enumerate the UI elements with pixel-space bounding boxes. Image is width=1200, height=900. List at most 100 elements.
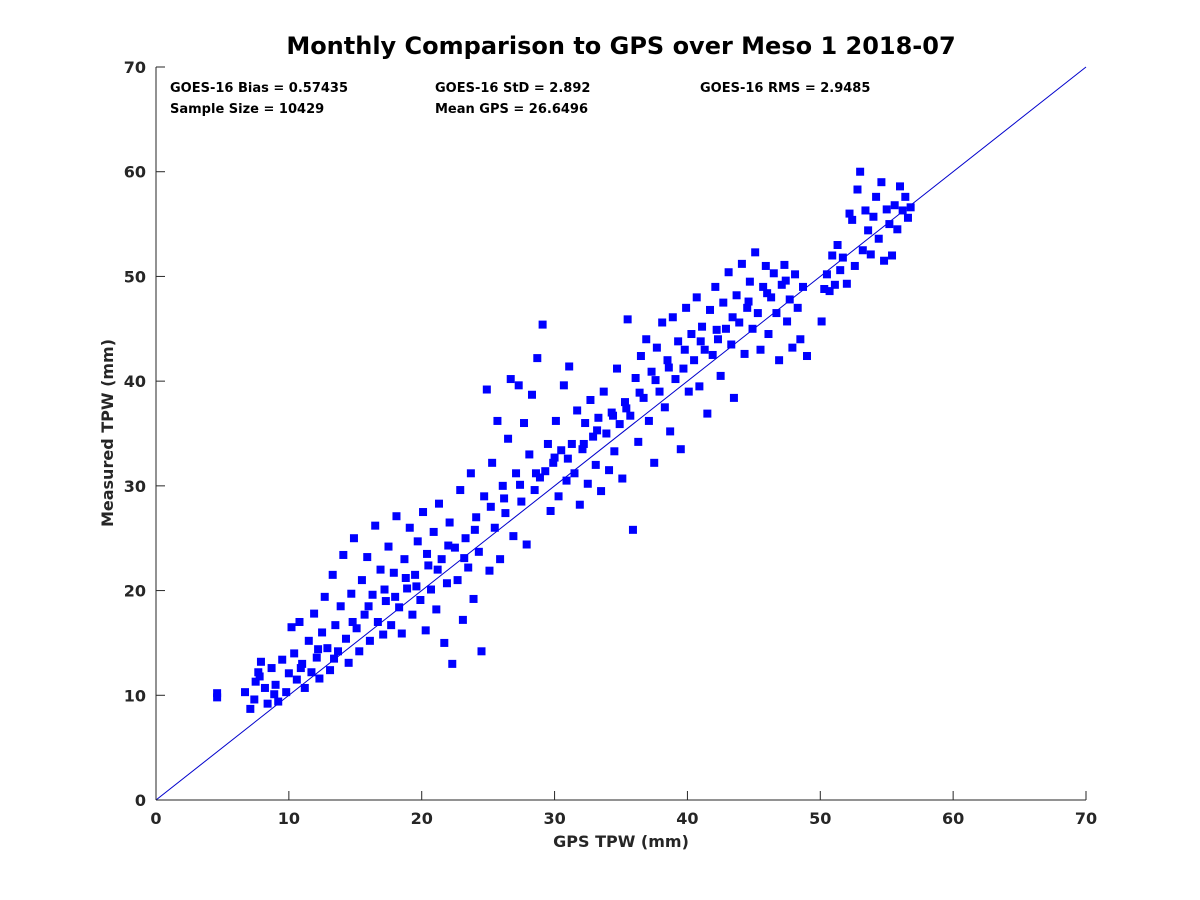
data-point: [906, 203, 915, 212]
data-point: [845, 209, 854, 218]
data-point: [440, 638, 449, 647]
data-point: [562, 476, 571, 485]
data-point: [376, 565, 385, 574]
data-point: [213, 689, 222, 698]
data-point: [380, 585, 389, 594]
data-point: [901, 192, 910, 201]
data-point: [336, 602, 345, 611]
data-point: [444, 541, 453, 550]
data-point: [330, 654, 339, 663]
data-point: [764, 330, 773, 339]
data-point: [520, 419, 529, 428]
data-point: [583, 479, 592, 488]
data-point: [284, 669, 293, 678]
data-point: [323, 644, 332, 653]
data-point: [450, 543, 459, 552]
data-point: [360, 610, 369, 619]
x-tick-label: 60: [942, 809, 964, 828]
data-point: [820, 284, 829, 293]
data-point: [347, 589, 356, 598]
data-point: [310, 609, 319, 618]
data-point: [328, 570, 337, 579]
data-point: [882, 205, 891, 214]
data-point: [848, 215, 857, 224]
data-point: [395, 603, 404, 612]
data-point: [296, 664, 305, 673]
data-point: [549, 458, 558, 467]
data-point: [593, 426, 602, 435]
data-point: [602, 429, 611, 438]
data-point: [711, 282, 720, 291]
data-point: [780, 260, 789, 269]
y-tick-label: 40: [124, 372, 146, 391]
data-point: [512, 469, 521, 478]
data-point: [341, 634, 350, 643]
data-point: [676, 445, 685, 454]
data-point: [850, 261, 859, 270]
data-point: [674, 337, 683, 346]
x-tick-label: 0: [150, 809, 161, 828]
data-point: [413, 537, 422, 546]
data-point: [379, 630, 388, 639]
data-point: [728, 313, 737, 322]
data-point: [893, 225, 902, 234]
stat-mean-gps: Mean GPS = 26.6496: [435, 102, 588, 117]
data-point: [642, 335, 651, 344]
data-point: [772, 309, 781, 318]
data-point: [437, 555, 446, 564]
data-point: [712, 325, 721, 334]
data-point: [803, 352, 811, 361]
data-point: [364, 602, 373, 611]
data-point: [363, 553, 372, 562]
data-point: [530, 486, 539, 495]
data-point: [538, 320, 547, 329]
data-point: [732, 291, 741, 300]
data-point: [287, 623, 296, 632]
stat-bias: GOES-16 Bias = 0.57435: [170, 81, 348, 96]
data-point: [458, 615, 467, 624]
data-point: [500, 494, 509, 503]
data-point: [557, 446, 566, 455]
data-point: [270, 690, 279, 699]
data-point: [344, 658, 353, 667]
data-point: [456, 486, 465, 495]
data-point: [320, 592, 329, 601]
data-point: [888, 251, 897, 260]
data-point: [610, 447, 619, 456]
data-point: [753, 309, 762, 318]
x-tick-label: 50: [809, 809, 831, 828]
data-point: [589, 432, 598, 441]
data-point: [419, 508, 428, 517]
data-point: [650, 458, 659, 467]
data-point: [898, 206, 907, 215]
data-point: [663, 356, 672, 365]
data-point: [501, 509, 510, 518]
data-point: [652, 343, 661, 352]
axes-layer: 0 10 20 30 40 50 60 70 0 10 20 30 40 50 60 70: [124, 58, 1097, 828]
data-point: [594, 413, 603, 422]
data-point: [387, 621, 396, 630]
data-point: [684, 387, 693, 396]
data-point: [318, 628, 327, 637]
data-point: [488, 458, 497, 467]
data-point: [474, 547, 483, 556]
data-point: [246, 704, 255, 713]
data-point: [355, 647, 364, 656]
data-point: [421, 626, 430, 635]
data-point: [664, 363, 673, 372]
data-point: [535, 473, 544, 482]
data-point: [853, 185, 862, 194]
data-point: [263, 699, 272, 708]
data-point: [597, 487, 606, 496]
data-point: [822, 270, 831, 279]
data-point: [543, 439, 552, 448]
data-point: [692, 293, 701, 302]
data-point: [282, 688, 291, 697]
data-point: [365, 636, 374, 645]
data-point: [636, 352, 645, 361]
data-point: [634, 437, 643, 446]
data-point: [719, 298, 728, 307]
data-point: [671, 375, 680, 384]
data-point: [700, 345, 709, 354]
